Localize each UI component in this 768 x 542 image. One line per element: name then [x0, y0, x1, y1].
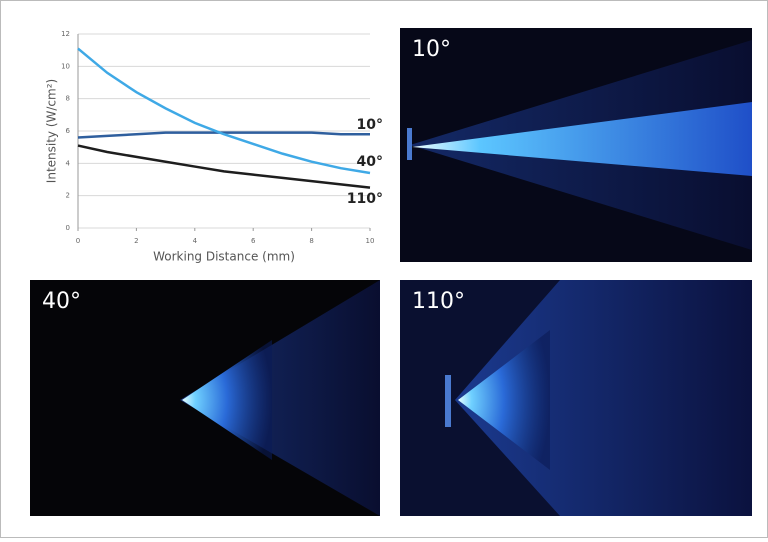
x-tick-label: 10 [366, 237, 375, 245]
x-tick-label: 8 [309, 237, 313, 245]
image-label: 110° [412, 289, 465, 314]
image-label: 10° [412, 37, 451, 62]
y-tick-label: 12 [61, 30, 70, 38]
chart: Intensity (W/cm²) Working Distance (mm) … [45, 30, 384, 264]
series-label: 10° [357, 117, 383, 133]
series-line [77, 47, 371, 175]
image-110 [400, 280, 752, 516]
x-axis-label: Working Distance (mm) [153, 250, 295, 264]
image-10 [400, 28, 752, 262]
series-line [77, 144, 371, 189]
image-label: 40° [42, 289, 81, 314]
y-tick-label: 2 [66, 192, 70, 200]
series-label: 40° [357, 154, 383, 170]
series-label: 110° [347, 191, 383, 207]
series-line [77, 131, 370, 139]
x-tick-label: 4 [193, 237, 198, 245]
y-tick-label: 6 [66, 127, 71, 135]
y-tick-label: 10 [61, 62, 70, 70]
y-axis-label: Intensity (W/cm²) [45, 79, 59, 183]
y-tick-label: 0 [66, 224, 70, 232]
x-tick-label: 0 [76, 237, 80, 245]
x-tick-label: 2 [134, 237, 138, 245]
x-tick-label: 6 [251, 237, 256, 245]
y-tick-label: 8 [66, 95, 70, 103]
y-tick-label: 4 [66, 159, 71, 167]
image-40 [30, 280, 380, 516]
